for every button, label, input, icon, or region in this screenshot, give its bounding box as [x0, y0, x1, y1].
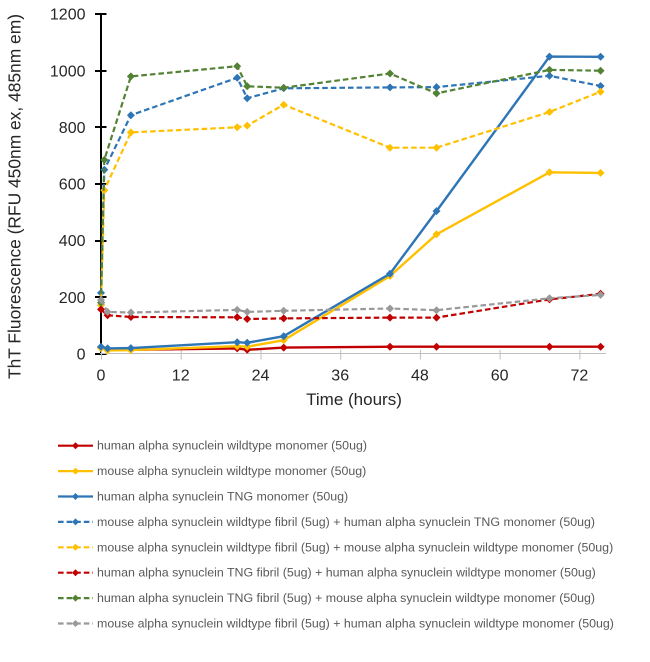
svg-text:48: 48: [411, 368, 429, 385]
svg-text:human alpha synuclein TNG fibr: human alpha synuclein TNG fibril (5ug) +…: [97, 591, 595, 605]
svg-text:60: 60: [491, 368, 509, 385]
svg-text:400: 400: [59, 233, 86, 250]
svg-text:mouse alpha synuclein wildtype: mouse alpha synuclein wildtype fibril (5…: [97, 617, 614, 631]
svg-text:Time (hours): Time (hours): [306, 390, 402, 409]
svg-text:1200: 1200: [50, 7, 86, 24]
svg-text:ThT Fluorescence (RFU 450nm ex: ThT Fluorescence (RFU 450nm ex, 485nm em…: [5, 14, 25, 379]
svg-text:800: 800: [59, 120, 86, 137]
svg-text:mouse alpha synuclein wildtype: mouse alpha synuclein wildtype monomer (…: [97, 464, 366, 478]
svg-text:0: 0: [77, 346, 86, 363]
svg-text:12: 12: [172, 368, 190, 385]
svg-text:human alpha synuclein wildtype: human alpha synuclein wildtype monomer (…: [97, 439, 367, 453]
svg-text:human alpha synuclein TNG fibr: human alpha synuclein TNG fibril (5ug) +…: [97, 566, 596, 580]
svg-text:36: 36: [331, 368, 349, 385]
svg-text:72: 72: [571, 368, 589, 385]
svg-text:24: 24: [252, 368, 270, 385]
svg-text:600: 600: [59, 177, 86, 194]
svg-text:mouse alpha synuclein wildtype: mouse alpha synuclein wildtype fibril (5…: [97, 540, 613, 554]
svg-text:200: 200: [59, 290, 86, 307]
svg-text:human alpha synuclein TNG mono: human alpha synuclein TNG monomer (50ug): [97, 490, 348, 504]
svg-text:mouse alpha synuclein wildtype: mouse alpha synuclein wildtype fibril (5…: [97, 515, 595, 529]
svg-text:0: 0: [97, 368, 106, 385]
svg-text:1000: 1000: [50, 63, 86, 80]
